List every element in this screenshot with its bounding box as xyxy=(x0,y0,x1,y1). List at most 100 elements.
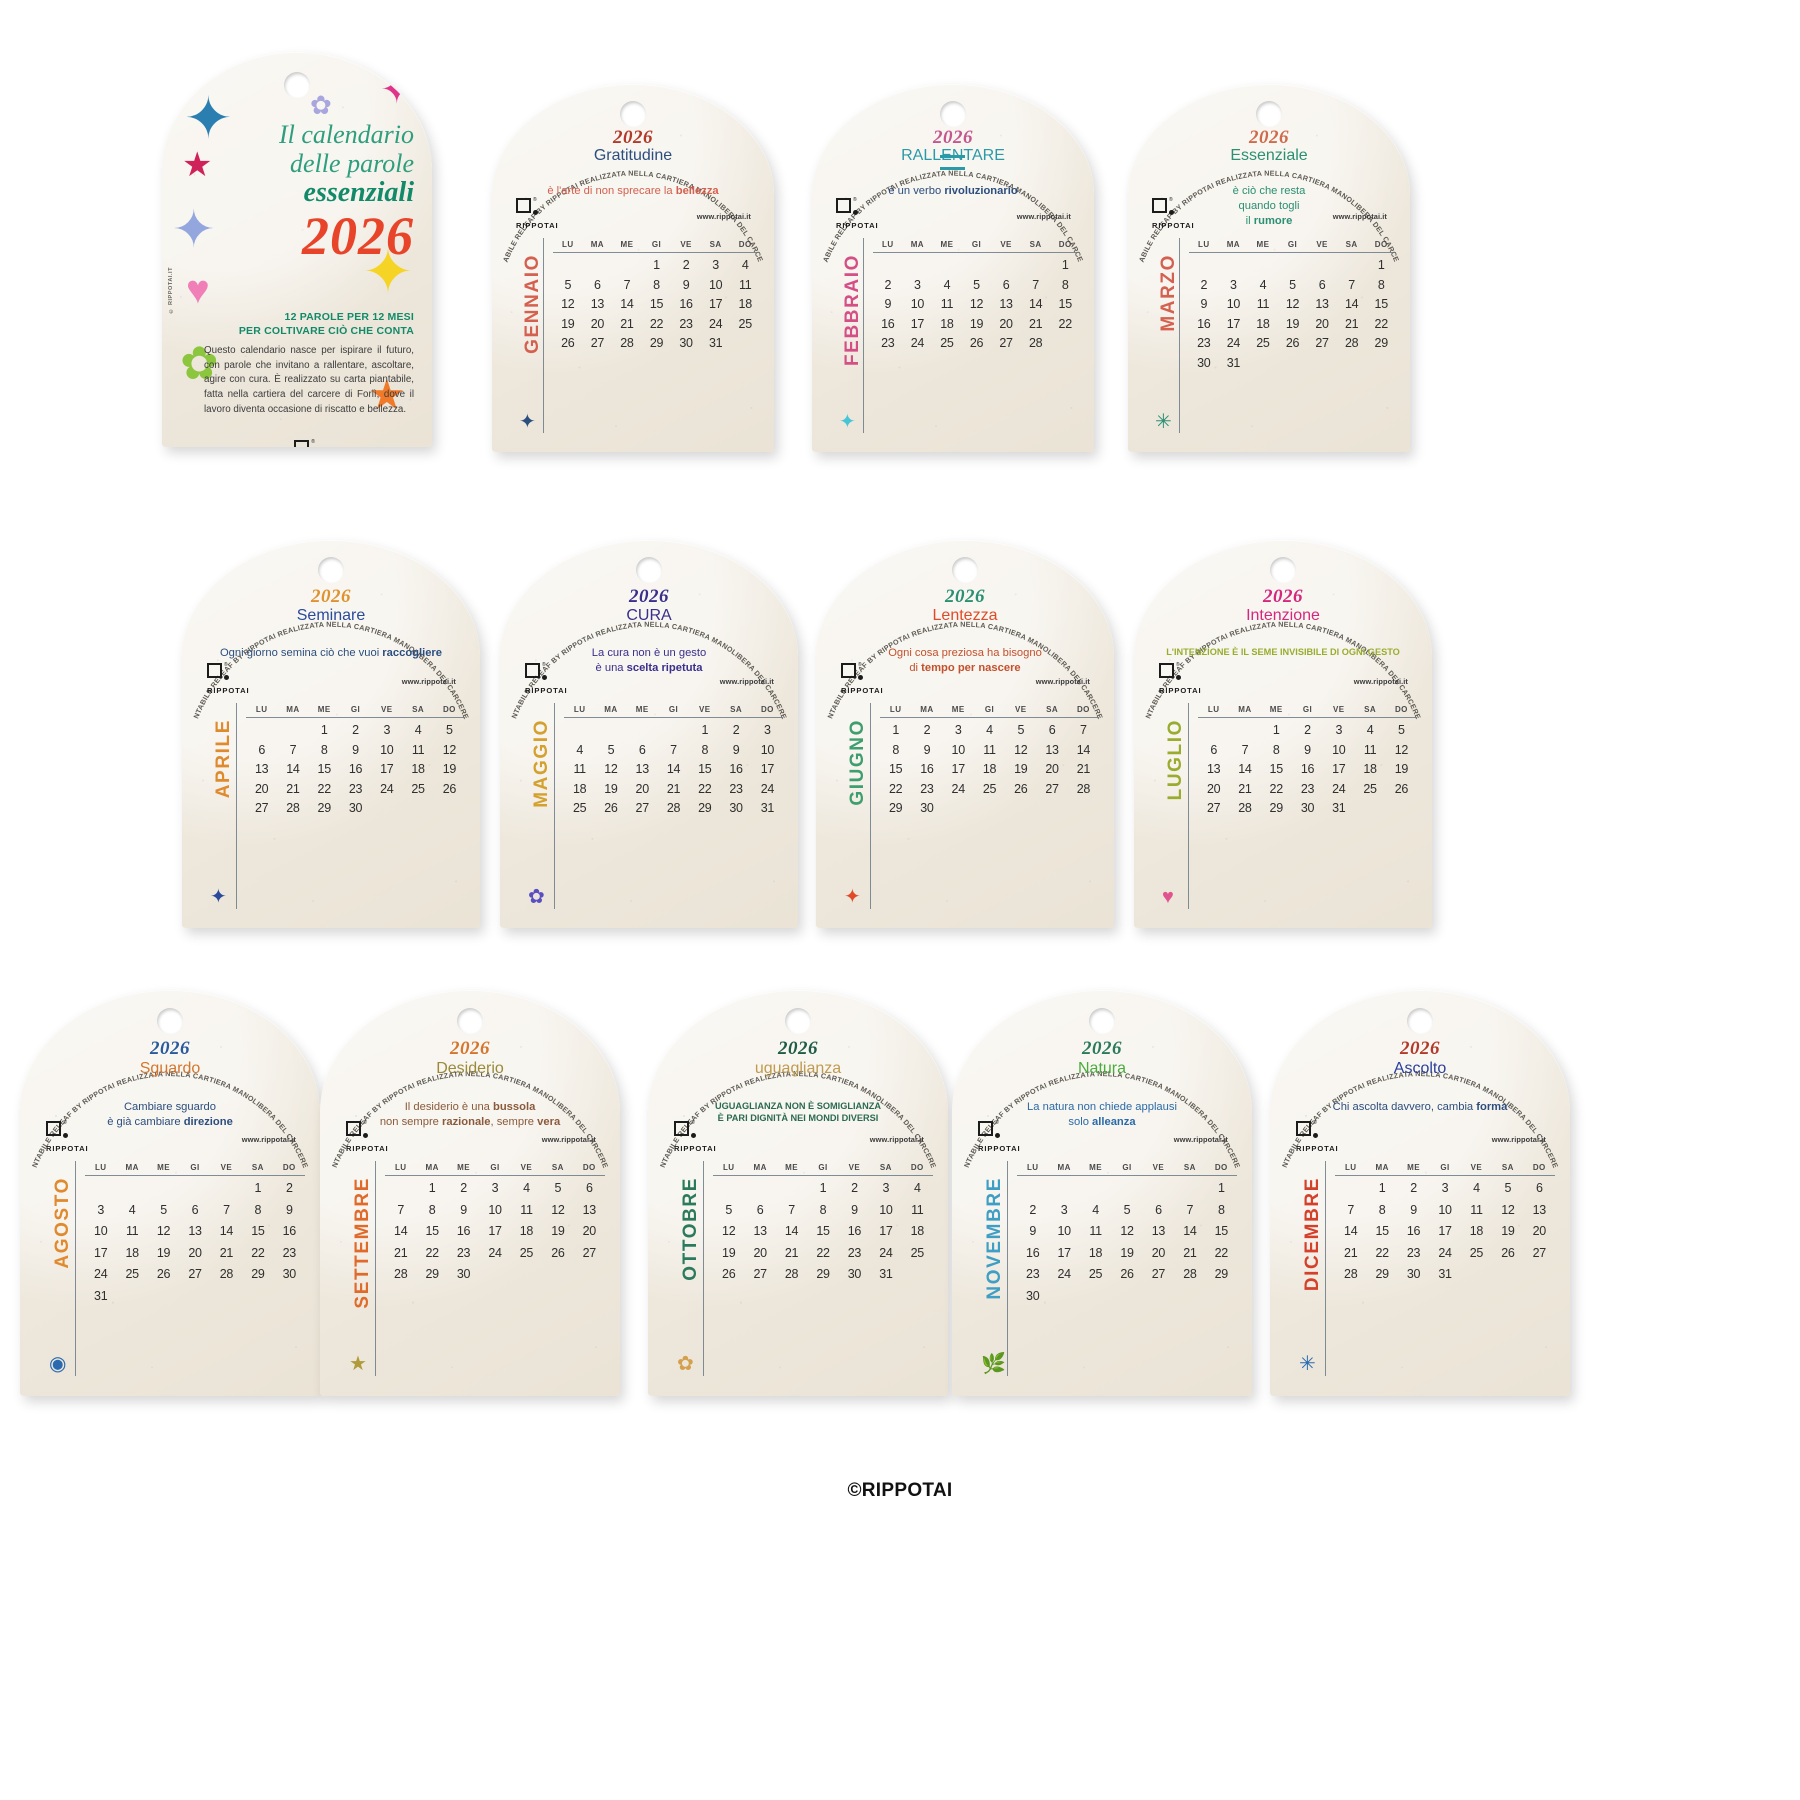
day-cell[interactable]: 12 xyxy=(551,1202,565,1217)
day-cell[interactable]: 7 xyxy=(1080,723,1087,738)
day-cell[interactable]: 26 xyxy=(1501,1245,1515,1260)
day-cell[interactable]: 26 xyxy=(1285,336,1300,351)
day-cell[interactable]: 23 xyxy=(348,781,363,796)
day-cell[interactable]: 5 xyxy=(1398,723,1405,738)
day-cell[interactable]: 30 xyxy=(348,801,363,816)
day-cell[interactable]: 27 xyxy=(635,801,650,816)
day-cell[interactable]: 11 xyxy=(940,297,954,312)
day-cell[interactable]: 26 xyxy=(561,336,575,351)
day-cell[interactable]: 24 xyxy=(1332,781,1346,796)
day-cell[interactable]: 16 xyxy=(1197,316,1211,331)
day-cell[interactable]: 18 xyxy=(982,762,997,777)
day-cell[interactable]: 22 xyxy=(1269,781,1284,796)
day-cell[interactable]: 17 xyxy=(951,762,966,777)
day-cell[interactable]: 3 xyxy=(954,723,962,738)
day-cell[interactable]: 23 xyxy=(847,1245,862,1260)
day-cell[interactable]: 31 xyxy=(1332,801,1346,816)
day-cell[interactable]: 25 xyxy=(125,1267,139,1282)
day-cell[interactable]: 29 xyxy=(888,801,903,816)
day-cell[interactable]: 8 xyxy=(653,277,660,292)
day-cell[interactable]: 25 xyxy=(1256,336,1270,351)
day-cell[interactable]: 31 xyxy=(879,1267,893,1282)
card-website[interactable]: www.rippotai.it xyxy=(1491,1135,1546,1144)
day-cell[interactable]: 23 xyxy=(1406,1245,1421,1260)
day-cell[interactable]: 22 xyxy=(1058,316,1073,331)
day-cell[interactable]: 29 xyxy=(698,801,712,816)
day-cell[interactable]: 9 xyxy=(352,742,359,757)
day-cell[interactable]: 27 xyxy=(1045,781,1059,796)
day-cell[interactable]: 2 xyxy=(682,258,690,273)
day-cell[interactable]: 21 xyxy=(620,316,634,331)
day-cell[interactable]: 16 xyxy=(282,1224,297,1239)
day-cell[interactable]: 1 xyxy=(1378,1181,1386,1196)
day-cell[interactable]: 18 xyxy=(1088,1245,1103,1260)
card-website[interactable]: www.rippotai.it xyxy=(1332,212,1387,221)
day-cell[interactable]: 12 xyxy=(1394,742,1409,757)
day-cell[interactable]: 11 xyxy=(520,1202,533,1217)
day-cell[interactable]: 6 xyxy=(756,1202,764,1217)
day-cell[interactable]: 17 xyxy=(94,1245,108,1260)
card-website[interactable]: www.rippotai.it xyxy=(696,212,751,221)
day-cell[interactable]: 29 xyxy=(1374,336,1389,351)
day-cell[interactable]: 18 xyxy=(1363,762,1377,777)
day-cell[interactable]: 7 xyxy=(223,1202,230,1217)
day-cell[interactable]: 13 xyxy=(1206,762,1221,777)
day-cell[interactable]: 10 xyxy=(94,1224,108,1239)
day-cell[interactable]: 5 xyxy=(446,723,453,738)
month-card-ottobre[interactable]: CARTA SOLIDALE PIANTABILE RELEAF BY RIPP… xyxy=(648,990,948,1396)
day-cell[interactable]: 10 xyxy=(1226,297,1241,312)
day-cell[interactable]: 27 xyxy=(1151,1267,1166,1282)
month-card-gennaio[interactable]: CARTA SOLIDALE PIANTABILE RELEAF BY RIPP… xyxy=(492,84,774,452)
day-cell[interactable]: 12 xyxy=(722,1224,736,1239)
month-card-dicembre[interactable]: CARTA SOLIDALE PIANTABILE RELEAF BY RIPP… xyxy=(1270,990,1570,1396)
day-cell[interactable]: 16 xyxy=(456,1224,471,1239)
month-card-luglio[interactable]: CARTA SOLIDALE PIANTABILE RELEAF BY RIPP… xyxy=(1134,540,1432,928)
day-cell[interactable]: 8 xyxy=(1217,1202,1225,1217)
day-cell[interactable]: 21 xyxy=(219,1245,234,1260)
day-cell[interactable]: 4 xyxy=(741,258,749,273)
day-cell[interactable]: 11 xyxy=(1470,1202,1483,1217)
day-cell[interactable]: 10 xyxy=(1332,742,1346,757)
day-cell[interactable]: 22 xyxy=(251,1245,265,1260)
day-cell[interactable]: 24 xyxy=(1438,1245,1452,1260)
day-cell[interactable]: 19 xyxy=(561,316,575,331)
day-cell[interactable]: 28 xyxy=(1183,1267,1197,1282)
day-cell[interactable]: 1 xyxy=(254,1181,262,1196)
day-cell[interactable]: 22 xyxy=(1214,1245,1229,1260)
day-cell[interactable]: 14 xyxy=(784,1224,799,1239)
day-cell[interactable]: 1 xyxy=(428,1181,436,1196)
day-cell[interactable]: 16 xyxy=(1026,1245,1040,1260)
day-cell[interactable]: 18 xyxy=(910,1224,925,1239)
day-cell[interactable]: 18 xyxy=(411,762,425,777)
day-cell[interactable]: 8 xyxy=(1378,1202,1386,1217)
day-cell[interactable]: 25 xyxy=(411,781,425,796)
day-cell[interactable]: 28 xyxy=(1344,336,1359,351)
day-cell[interactable]: 8 xyxy=(1061,277,1069,292)
day-cell[interactable]: 9 xyxy=(682,277,690,292)
day-cell[interactable]: 4 xyxy=(576,742,583,757)
day-cell[interactable]: 15 xyxy=(1269,762,1284,777)
day-cell[interactable]: 27 xyxy=(254,801,269,816)
day-cell[interactable]: 25 xyxy=(738,316,753,331)
day-cell[interactable]: 20 xyxy=(1151,1245,1166,1260)
day-cell[interactable]: 16 xyxy=(1300,762,1315,777)
day-cell[interactable]: 15 xyxy=(1374,297,1389,312)
day-cell[interactable]: 7 xyxy=(1348,277,1355,292)
day-cell[interactable]: 25 xyxy=(940,336,954,351)
day-cell[interactable]: 30 xyxy=(1197,355,1211,370)
day-cell[interactable]: 19 xyxy=(442,762,457,777)
day-cell[interactable]: 21 xyxy=(286,781,300,796)
day-cell[interactable]: 1 xyxy=(1272,723,1280,738)
day-cell[interactable]: 21 xyxy=(1076,762,1091,777)
day-cell[interactable]: 26 xyxy=(1120,1267,1134,1282)
day-cell[interactable]: 23 xyxy=(1300,781,1315,796)
day-cell[interactable]: 27 xyxy=(753,1267,767,1282)
day-cell[interactable]: 11 xyxy=(911,1202,924,1217)
day-cell[interactable]: 14 xyxy=(666,762,681,777)
day-cell[interactable]: 13 xyxy=(1532,1202,1547,1217)
day-cell[interactable]: 21 xyxy=(784,1245,799,1260)
day-cell[interactable]: 6 xyxy=(191,1202,199,1217)
day-cell[interactable]: 24 xyxy=(488,1245,502,1260)
day-cell[interactable]: 9 xyxy=(884,297,892,312)
day-cell[interactable]: 30 xyxy=(847,1267,862,1282)
